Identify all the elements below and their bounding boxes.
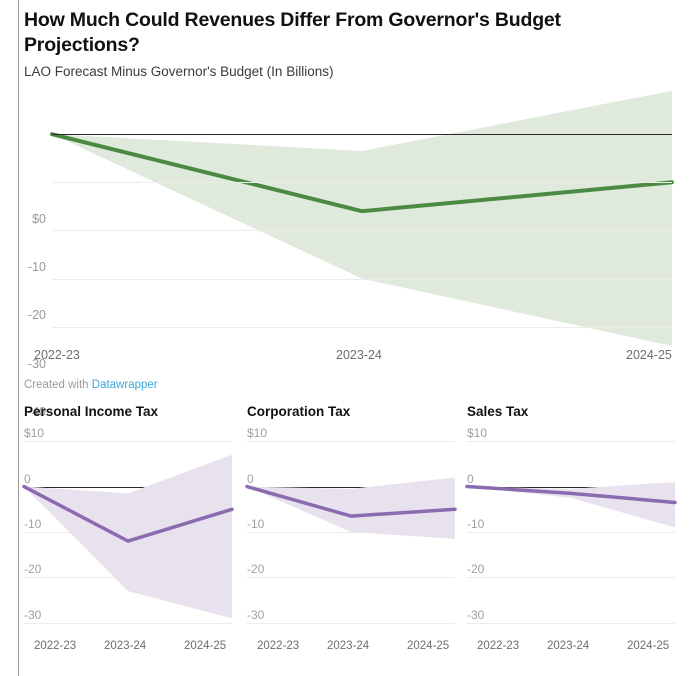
gridline (52, 278, 672, 280)
panel-forecast-line (22, 484, 234, 543)
panel-gridline (247, 577, 455, 579)
main-forecast-line (50, 132, 674, 214)
panel-x-tick-label: 2022-23 (34, 640, 77, 652)
panel-gridline (467, 532, 675, 533)
panel-x-tick-label: 2023-24 (547, 640, 590, 652)
panel-y-tick-label: -20 (247, 562, 265, 577)
panel-y-tick-label: 0 (247, 471, 254, 486)
gridline (52, 182, 672, 184)
panel-gridline (247, 532, 455, 533)
panel-zero-baseline (467, 486, 675, 488)
panel-y-tick-label: 0 (24, 471, 31, 486)
panel-plot-area: $10 0 -10 -20 -30 (22, 426, 234, 632)
panel-gridline (467, 622, 675, 624)
panel-zero-baseline (24, 486, 232, 488)
panel-x-tick-label: 2023-24 (104, 640, 147, 652)
panel-forecast-line (465, 484, 677, 505)
main-uncertainty-band (52, 90, 672, 346)
panel-y-tick-label: -20 (24, 562, 42, 577)
panel-uncertainty-band (24, 454, 232, 619)
panel-x-tick-label: 2024-25 (627, 640, 670, 652)
panel-y-tick-label: 0 (467, 471, 474, 486)
main-x-tick-label: 2024-25 (626, 348, 672, 362)
panel-series-svg (22, 454, 234, 619)
small-multiple-panel: Corporation Tax $10 0 -10 -20 -30 2022-23 2023-… (245, 404, 457, 676)
panel-gridline (467, 577, 675, 579)
main-chart: $0 -10 -20 -30 -40 2022-23 2023-24 2024-25 (0, 86, 700, 419)
panel-y-tick-label: $10 (24, 426, 45, 441)
main-y-tick-label: -20 (27, 308, 46, 323)
panel-zero-baseline (247, 486, 455, 488)
panel-series-svg (465, 482, 677, 528)
panel-plot-area: $10 0 -10 -20 -30 (465, 426, 677, 632)
panel-y-tick-label: -10 (24, 517, 42, 531)
panel-y-tick-label: $10 (467, 426, 488, 441)
credit-line: Created with Datawrapper (24, 379, 158, 391)
panel-y-tick-label: $10 (247, 426, 268, 441)
panel-forecast-line (245, 484, 457, 518)
panel-gridline (467, 441, 675, 443)
panel-plot-area: $10 0 -10 -20 -30 (245, 426, 457, 632)
main-x-tick-label: 2023-24 (336, 348, 382, 362)
panel-uncertainty-band (467, 482, 675, 528)
main-y-tick-label: -40 (27, 404, 46, 419)
main-plot-area (50, 86, 674, 346)
panel-y-tick-label: -10 (247, 517, 265, 531)
panel-x-tick-label: 2023-24 (327, 640, 370, 652)
gridline (52, 230, 672, 232)
zero-baseline (52, 134, 672, 136)
main-y-tick-label: -10 (27, 260, 46, 275)
panel-title: Personal Income Tax (24, 404, 159, 419)
gridline (52, 326, 672, 328)
panel-x-tick-label: 2022-23 (477, 640, 520, 652)
panel-title: Corporation Tax (247, 404, 351, 419)
datawrapper-link[interactable]: Datawrapper (91, 379, 158, 391)
panel-gridline (24, 622, 232, 624)
main-y-tick-label: $0 (32, 212, 46, 227)
panel-title: Sales Tax (467, 404, 529, 419)
main-y-tick-label: -30 (27, 356, 46, 371)
panel-y-tick-label: -30 (24, 607, 42, 622)
left-edge-rule (18, 0, 19, 676)
panel-x-tick-label: 2024-25 (407, 640, 450, 652)
small-multiple-panel: Personal Income Tax $10 0 -10 -20 -30 2022-23 2… (22, 404, 234, 676)
page-subtitle: LAO Forecast Minus Governor's Budget (In… (24, 64, 334, 79)
small-multiples: Personal Income Tax $10 0 -10 -20 -30 2022-23 2… (0, 404, 700, 676)
panel-uncertainty-band (247, 477, 455, 539)
credit-prefix: Created with (24, 379, 92, 391)
panel-x-tick-label: 2022-23 (257, 640, 300, 652)
panel-gridline (247, 441, 455, 443)
panel-y-tick-label: -20 (467, 562, 485, 577)
panel-series-svg (245, 477, 457, 539)
panel-y-tick-label: -30 (467, 607, 485, 622)
panel-y-tick-label: -30 (247, 607, 265, 622)
panel-y-tick-label: -10 (467, 517, 485, 531)
small-multiple-panel: Sales Tax $10 0 -10 -20 -30 2022-23 2023-24 2024… (465, 404, 677, 676)
panel-gridline (247, 622, 455, 624)
main-series-svg (50, 90, 674, 346)
panel-gridline (24, 441, 232, 443)
page-title: How Much Could Revenues Differ From Gove… (24, 9, 561, 56)
main-x-tick-label: 2022-23 (34, 348, 80, 362)
panel-x-tick-label: 2024-25 (184, 640, 227, 652)
